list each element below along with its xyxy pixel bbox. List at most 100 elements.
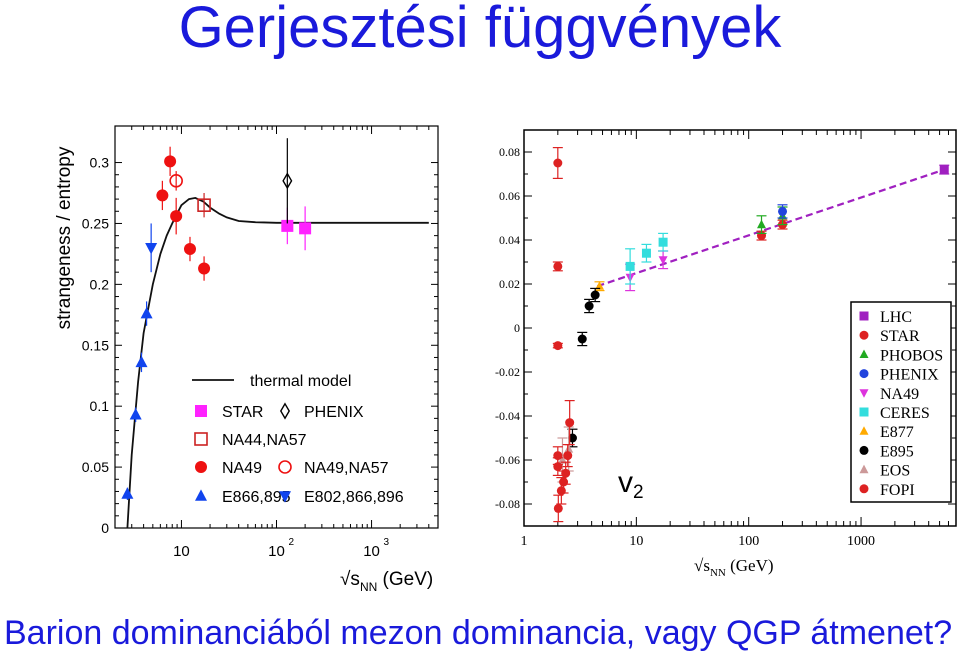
left-ytick-label: 0.05 bbox=[82, 459, 109, 475]
right-legend-label-star: STAR bbox=[880, 328, 920, 345]
legend-marker-star bbox=[195, 405, 207, 417]
left-ytick-label: 0.2 bbox=[90, 276, 110, 292]
legend-label-e866: E866,895 bbox=[222, 489, 291, 506]
right-annotation-v2: v2 bbox=[618, 466, 644, 503]
right-legend-label-e877: E877 bbox=[880, 424, 914, 441]
right-xtick-label: 10 bbox=[629, 534, 643, 549]
right-legend-label-ceres: CERES bbox=[880, 405, 930, 422]
right-point-ceres bbox=[641, 248, 651, 258]
right-point-fopi bbox=[553, 462, 563, 472]
legend-marker-na49-na57 bbox=[278, 460, 292, 474]
left-point-na49 bbox=[183, 243, 196, 256]
right-legend-label-lhc: LHC bbox=[880, 309, 912, 326]
right-legend-marker-eos bbox=[859, 464, 869, 474]
right-xlabel: √sNN (GeV) bbox=[694, 556, 774, 579]
right-ytick-label: 0.06 bbox=[499, 189, 520, 203]
right-legend-marker-na49 bbox=[859, 389, 869, 398]
right-point-ceres bbox=[625, 261, 635, 271]
right-point-na49 bbox=[658, 256, 668, 265]
right-legend-label-e895: E895 bbox=[880, 443, 914, 460]
right-ytick-label: -0.06 bbox=[495, 453, 520, 467]
right-point-phenix bbox=[778, 206, 788, 216]
right-legend-label-fopi: FOPI bbox=[880, 482, 915, 499]
legend-label-thermal: thermal model bbox=[250, 373, 351, 390]
right-legend-marker-ceres bbox=[859, 407, 869, 417]
legend-marker-e802 bbox=[279, 491, 291, 503]
right-point-phobos bbox=[757, 219, 767, 229]
right-point-fopi bbox=[553, 261, 563, 271]
left-point-e866-895 bbox=[121, 487, 134, 499]
left-point-na49 bbox=[164, 155, 177, 168]
left-point-na49 bbox=[198, 262, 211, 275]
right-xtick-label: 100 bbox=[738, 534, 759, 549]
left-ytick-label: 0 bbox=[101, 520, 109, 536]
right-point-eos bbox=[564, 444, 574, 453]
legend-label-na44: NA44,NA57 bbox=[222, 432, 307, 449]
right-point-fopi bbox=[553, 503, 563, 513]
left-ytick-label: 0.15 bbox=[82, 337, 109, 353]
left-point-na44-na57 bbox=[197, 198, 211, 212]
right-legend-label-phenix: PHENIX bbox=[880, 367, 939, 384]
right-point-fopi bbox=[561, 468, 571, 478]
legend-label-phenix: PHENIX bbox=[304, 404, 364, 421]
right-legend-label-na49: NA49 bbox=[880, 386, 919, 403]
right-point-e895 bbox=[577, 334, 587, 344]
left-point-phenix bbox=[282, 172, 293, 190]
right-point-ceres bbox=[658, 237, 668, 247]
right-ytick-label: -0.02 bbox=[495, 365, 520, 379]
left-point-e866-895 bbox=[140, 307, 153, 319]
right-legend-marker-lhc bbox=[859, 311, 869, 321]
legend-marker-e866 bbox=[195, 489, 207, 501]
legend-marker-na44 bbox=[194, 432, 208, 446]
left-ylabel: strangeness / entropy bbox=[54, 146, 75, 329]
left-ytick-label: 0.25 bbox=[82, 215, 109, 231]
legend-label-star: STAR bbox=[222, 404, 263, 421]
left-point-na49 bbox=[170, 210, 183, 223]
left-point-na49 bbox=[156, 189, 169, 202]
left-xtick-exponent: 3 bbox=[384, 537, 390, 548]
right-point-fopi bbox=[553, 158, 563, 168]
left-point-na49-na57 bbox=[169, 174, 183, 188]
right-legend-marker-e877 bbox=[859, 426, 869, 435]
right-legend-marker-star bbox=[859, 330, 869, 340]
slide-subtitle: Barion dominanciából mezon dominancia, v… bbox=[4, 614, 953, 652]
right-point-lhc bbox=[939, 165, 949, 175]
left-xtick-exponent: 2 bbox=[289, 537, 295, 548]
right-trend-line bbox=[597, 168, 945, 288]
right-ytick-label: 0.08 bbox=[499, 145, 520, 159]
right-point-fopi bbox=[556, 486, 566, 496]
left-point-e802-866-896 bbox=[145, 243, 158, 255]
right-ytick-label: -0.08 bbox=[495, 497, 520, 511]
right-ytick-label: 0.04 bbox=[499, 233, 520, 247]
legend-marker-phenix bbox=[279, 402, 291, 420]
left-xtick-label: 10 bbox=[173, 543, 190, 560]
legend-marker-na49 bbox=[195, 461, 207, 473]
right-point-e895 bbox=[590, 290, 600, 300]
right-legend-marker-e895 bbox=[859, 445, 869, 455]
right-point-e877 bbox=[595, 281, 605, 290]
right-xtick-label: 1000 bbox=[847, 534, 875, 549]
legend-label-na49: NA49 bbox=[222, 460, 262, 477]
right-ytick-label: 0.02 bbox=[499, 277, 520, 291]
left-point-e866-895 bbox=[129, 408, 142, 420]
left-ytick-label: 0.1 bbox=[90, 398, 110, 414]
right-legend-label-phobos: PHOBOS bbox=[880, 347, 943, 364]
right-point-eos bbox=[557, 455, 567, 464]
left-xtick-label: 10 bbox=[363, 543, 380, 560]
left-xtick-label: 10 bbox=[268, 543, 285, 560]
right-legend-marker-phobos bbox=[859, 349, 869, 358]
right-xtick-label: 1 bbox=[521, 534, 528, 549]
left-point-e866-895 bbox=[135, 355, 148, 368]
left-point-star bbox=[281, 219, 294, 232]
right-point-fopi bbox=[559, 477, 569, 487]
right-point-fopi bbox=[563, 451, 573, 461]
right-point-fopi bbox=[565, 418, 575, 428]
left-point-star bbox=[299, 222, 312, 235]
right-legend-marker-fopi bbox=[859, 484, 869, 494]
right-legend-label-eos: EOS bbox=[880, 463, 910, 480]
legend-label-na49-na57: NA49,NA57 bbox=[304, 460, 389, 477]
slide-title: Gerjesztési függvények bbox=[178, 0, 782, 60]
right-point-e895 bbox=[584, 301, 594, 311]
